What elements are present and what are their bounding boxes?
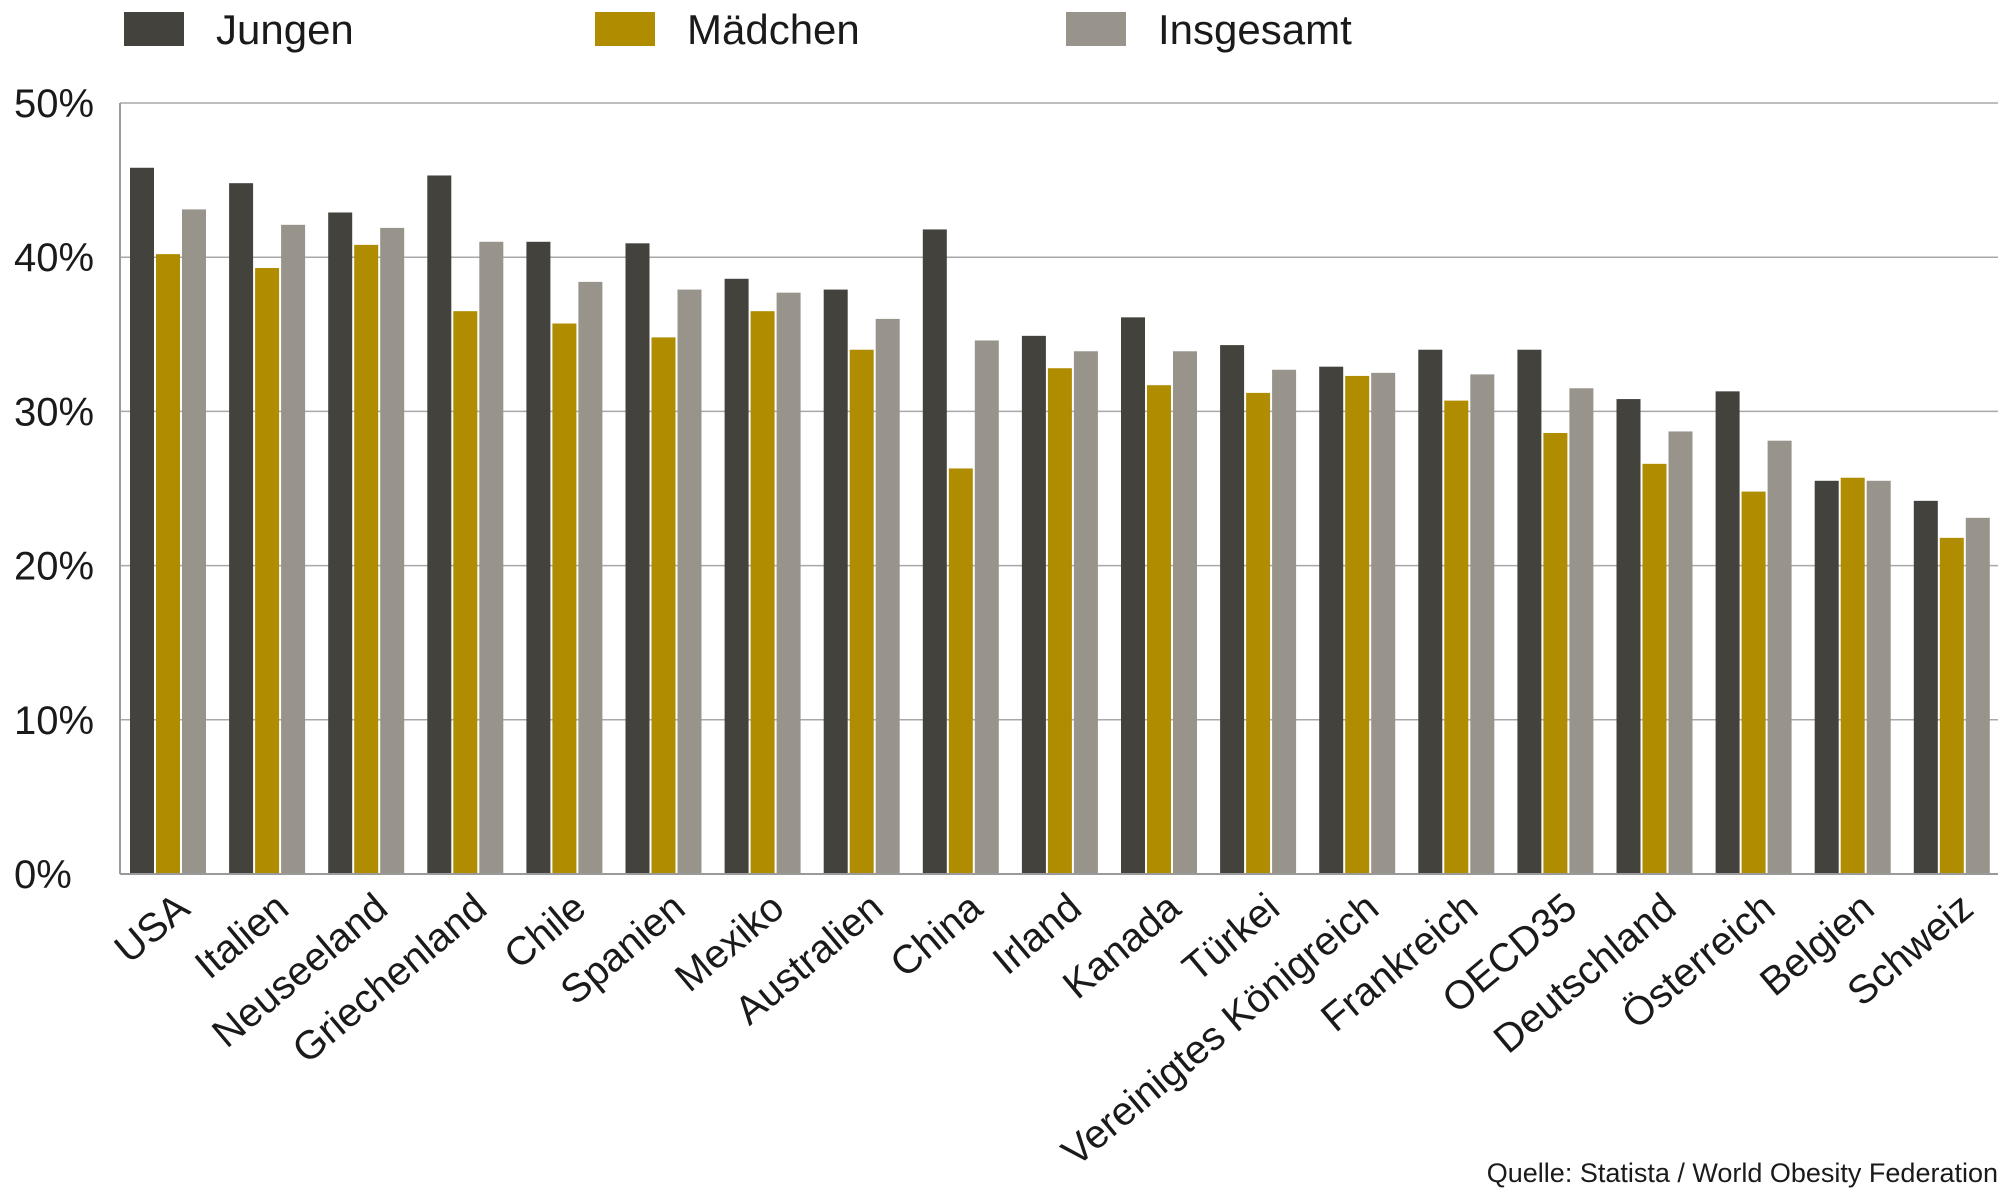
x-tick-label: China [882, 885, 991, 986]
bar-jungen [1913, 500, 1938, 874]
bar-mädchen [1147, 385, 1171, 874]
legend-label: Jungen [216, 6, 354, 53]
bar-jungen [130, 167, 154, 874]
bar-mädchen [1939, 537, 1964, 874]
y-tick-label: 10% [14, 699, 94, 743]
legend-swatch [595, 12, 655, 46]
bar-mädchen [948, 468, 973, 874]
bar-jungen [526, 241, 551, 874]
bar-jungen [1517, 349, 1542, 875]
bar-mädchen [849, 349, 874, 875]
bar-mädchen [552, 323, 577, 875]
bar-insgesamt [974, 340, 999, 874]
bar-jungen [1418, 349, 1443, 875]
bar-insgesamt [479, 241, 504, 874]
legend: Jungen Mädchen Insgesamt [124, 6, 1352, 53]
bars [130, 167, 1990, 875]
bar-jungen [922, 229, 947, 875]
bar-insgesamt [1073, 351, 1098, 875]
bar-jungen [1319, 366, 1344, 874]
bar-jungen [724, 278, 749, 875]
bar-insgesamt [1668, 431, 1693, 874]
legend-label: Insgesamt [1158, 6, 1352, 53]
y-tick-label: 30% [14, 390, 94, 434]
bar-insgesamt [1173, 351, 1197, 875]
bar-mädchen [750, 311, 775, 874]
bar-mädchen [453, 311, 478, 874]
bar-insgesamt [875, 318, 900, 874]
source-note: Quelle: Statista / World Obesity Federat… [1487, 1158, 1998, 1188]
bar-mädchen [1246, 392, 1271, 874]
bar-insgesamt [578, 281, 603, 874]
bar-mädchen [354, 244, 379, 874]
bar-jungen [427, 175, 452, 874]
bar-insgesamt [380, 227, 405, 875]
bar-mädchen [1642, 463, 1667, 874]
bar-mädchen [255, 267, 280, 874]
bar-mädchen [1444, 400, 1469, 874]
bar-jungen [823, 289, 848, 874]
bar-mädchen [1741, 491, 1766, 874]
bar-insgesamt [1965, 517, 1990, 874]
y-tick-label: 50% [14, 82, 94, 126]
bar-mädchen [1840, 477, 1865, 874]
legend-swatch [1066, 12, 1126, 46]
legend-swatch [124, 12, 184, 46]
bar-insgesamt [182, 209, 206, 874]
bar-insgesamt [281, 224, 306, 874]
y-axis: 0% 10% 20% 30% 40% 50% [14, 82, 121, 897]
bar-insgesamt [1569, 388, 1594, 874]
bar-jungen [1021, 335, 1046, 874]
bar-mädchen [1543, 432, 1568, 874]
bar-mädchen [156, 254, 180, 875]
y-tick-label: 40% [14, 236, 94, 280]
bar-insgesamt [1272, 369, 1297, 874]
bar-jungen [625, 243, 650, 874]
bar-insgesamt [776, 292, 801, 874]
bar-mädchen [651, 337, 676, 874]
x-tick-label: USA [106, 885, 198, 972]
bar-insgesamt [1371, 372, 1396, 874]
y-tick-label: 20% [14, 545, 94, 589]
bar-insgesamt [1767, 440, 1792, 874]
bar-jungen [1814, 480, 1839, 874]
bar-jungen [1616, 399, 1641, 874]
bar-insgesamt [677, 289, 702, 874]
bar-jungen [1121, 317, 1145, 874]
y-tick-label: 0% [14, 853, 72, 897]
bar-insgesamt [1470, 374, 1495, 874]
bar-insgesamt [1866, 480, 1891, 874]
bar-jungen [1715, 391, 1740, 874]
bar-jungen [328, 212, 353, 874]
legend-label: Mädchen [687, 6, 860, 53]
bar-jungen [229, 183, 254, 874]
bar-jungen [1220, 345, 1245, 874]
bar-mädchen [1047, 368, 1072, 874]
bar-mädchen [1345, 375, 1370, 874]
